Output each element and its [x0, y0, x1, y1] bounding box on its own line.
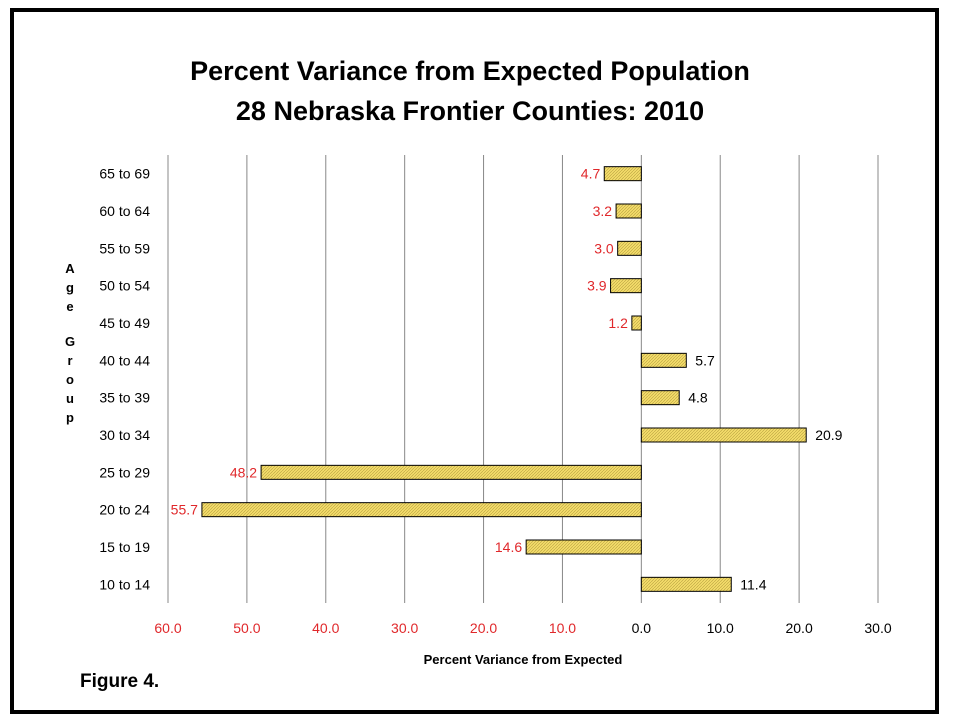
category-label: 30 to 34	[99, 427, 150, 443]
data-label: 11.4	[740, 576, 766, 592]
bar	[201, 502, 642, 518]
y-axis-title-letter: r	[67, 353, 72, 368]
x-tick-label: 0.0	[632, 620, 652, 636]
data-label: 4.7	[581, 166, 601, 182]
category-label: 25 to 29	[99, 464, 150, 480]
x-tick-label: 30.0	[864, 620, 891, 636]
bar	[617, 240, 642, 256]
bar	[603, 166, 642, 182]
category-label: 55 to 59	[99, 240, 150, 256]
category-label: 20 to 24	[99, 502, 150, 518]
figure-label: Figure 4.	[80, 671, 159, 692]
x-tick-label: 50.0	[233, 620, 260, 636]
data-labels: 4.7 3.2 3.0 3.9 1.2 5.7 4.8 20.9 48.2 55.7 14.6 11.…	[171, 166, 843, 593]
category-labels: 65 to 69 60 to 64 55 to 59 50 to 54 45 to 49…	[99, 166, 150, 593]
y-axis-title-letter: A	[65, 261, 75, 276]
category-label: 45 to 49	[99, 315, 150, 331]
data-label: 48.2	[230, 464, 257, 480]
x-tick-labels: 60.0 50.0 40.0 30.0 20.0 10.0 0.0 10.0 20.0 30.0	[154, 620, 891, 636]
y-axis-title-letter: p	[66, 410, 74, 425]
x-axis-title: Percent Variance from Expected	[424, 652, 623, 667]
x-tick-label: 10.0	[549, 620, 576, 636]
category-label: 15 to 19	[99, 539, 150, 555]
x-tick-label: 30.0	[391, 620, 418, 636]
bar	[615, 203, 642, 219]
category-label: 50 to 54	[99, 278, 150, 294]
bar	[631, 315, 642, 331]
data-label: 5.7	[695, 352, 715, 368]
data-label: 3.2	[593, 203, 613, 219]
bar	[260, 464, 642, 480]
x-tick-label: 20.0	[785, 620, 812, 636]
data-label: 55.7	[171, 502, 198, 518]
bar	[610, 278, 642, 294]
y-axis-title-letter: e	[66, 299, 73, 314]
chart-title-line-2: 28 Nebraska Frontier Counties: 2010	[236, 96, 704, 126]
category-label: 35 to 39	[99, 390, 150, 406]
data-label: 3.9	[587, 278, 607, 294]
bar	[640, 390, 680, 406]
x-tick-label: 10.0	[707, 620, 734, 636]
y-axis-title-letter: g	[66, 280, 74, 295]
bar	[640, 352, 687, 368]
category-label: 40 to 44	[99, 352, 150, 368]
chart-title-line-1: Percent Variance from Expected Populatio…	[190, 56, 750, 86]
data-label: 1.2	[608, 315, 628, 331]
chart-frame	[10, 8, 939, 714]
data-label: 14.6	[495, 539, 522, 555]
category-label: 10 to 14	[99, 576, 150, 592]
bar	[525, 539, 642, 555]
data-label: 20.9	[815, 427, 842, 443]
x-tick-label: 20.0	[470, 620, 497, 636]
bars	[201, 166, 807, 592]
data-label: 4.8	[688, 390, 708, 406]
category-label: 60 to 64	[99, 203, 150, 219]
bar	[640, 576, 732, 592]
x-tick-label: 40.0	[312, 620, 339, 636]
y-axis-title-letter: o	[66, 372, 74, 387]
y-axis-title-letter: u	[66, 391, 74, 406]
category-label: 65 to 69	[99, 166, 150, 182]
y-axis-title-letter: G	[65, 334, 75, 349]
data-label: 3.0	[594, 240, 614, 256]
x-tick-label: 60.0	[154, 620, 181, 636]
bar	[640, 427, 807, 443]
gridlines	[167, 155, 879, 603]
